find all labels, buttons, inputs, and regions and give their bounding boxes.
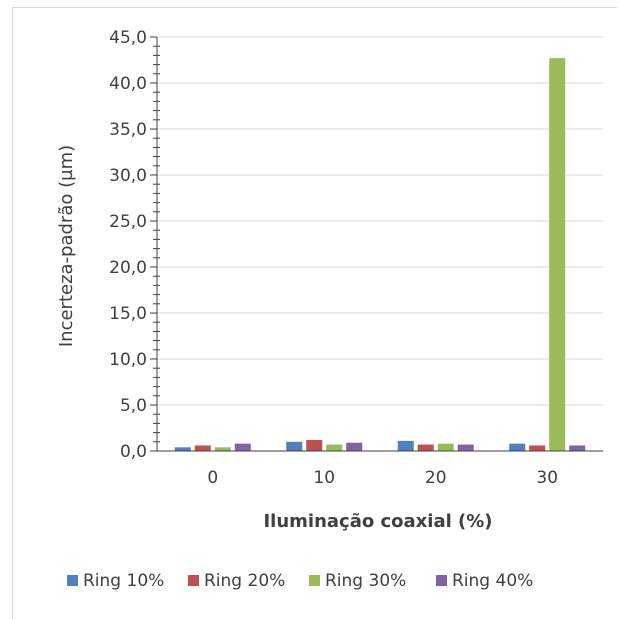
y-tick-label: 10,0	[109, 350, 147, 370]
legend-swatch	[436, 575, 447, 586]
legend: Ring 10% Ring 20% Ring 30% Ring 40%	[67, 571, 533, 591]
bar	[306, 439, 323, 451]
y-tick-labels: 0,0 5,0 10,0 15,0 20,0 25,0 30,0 35,0 40,0 45,0	[109, 28, 147, 462]
axis-layer	[150, 36, 603, 452]
y-tick-label: 35,0	[109, 120, 147, 140]
y-tick-label: 40,0	[109, 74, 147, 94]
legend-label: Ring 40%	[452, 571, 533, 591]
y-tick-label: 30,0	[109, 166, 147, 186]
bar	[549, 58, 566, 451]
bar	[529, 445, 546, 451]
x-tick-label: 30	[536, 468, 558, 488]
bars-layer	[174, 58, 586, 451]
x-tick-label: 20	[425, 468, 447, 488]
bar	[286, 441, 303, 451]
y-tick-label: 5,0	[120, 396, 147, 416]
bar	[174, 447, 191, 451]
bar	[509, 443, 526, 451]
chart-frame	[12, 7, 617, 619]
legend-swatch	[309, 575, 320, 586]
y-tick-label: 0,0	[120, 442, 147, 462]
y-tick-label: 45,0	[109, 28, 147, 48]
bar	[397, 440, 414, 451]
grid-layer	[157, 36, 603, 406]
bar	[214, 447, 231, 451]
bar	[194, 445, 211, 451]
bar	[437, 443, 454, 451]
bar	[326, 444, 343, 451]
x-tick-label: 0	[207, 468, 218, 488]
y-tick-label: 20,0	[109, 258, 147, 278]
bar	[234, 443, 251, 451]
legend-label: Ring 20%	[204, 571, 285, 591]
y-tick-label: 15,0	[109, 304, 147, 324]
legend-label: Ring 30%	[325, 571, 406, 591]
bar	[346, 442, 363, 451]
legend-label: Ring 10%	[83, 571, 164, 591]
bar	[569, 445, 586, 451]
y-axis-title: Incerteza-padrão (µm)	[56, 145, 77, 347]
legend-swatch	[67, 575, 78, 586]
x-axis-title: Iluminação coaxial (%)	[263, 511, 492, 532]
y-tick-label: 25,0	[109, 212, 147, 232]
x-tick-label: 10	[313, 468, 335, 488]
bar	[417, 444, 434, 451]
legend-swatch	[188, 575, 199, 586]
bar	[457, 444, 474, 451]
x-tick-labels: 0 10 20 30	[207, 468, 558, 488]
